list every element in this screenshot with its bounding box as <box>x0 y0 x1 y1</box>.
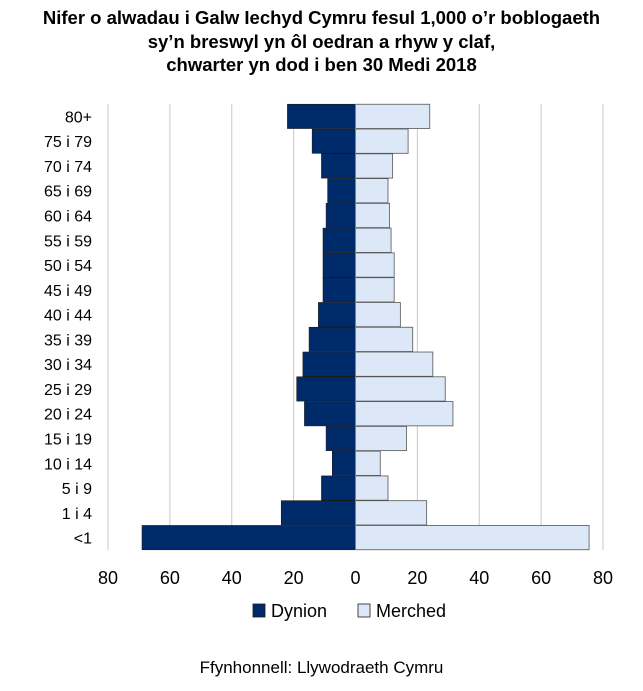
bar-dynion-2 <box>321 153 356 179</box>
category-label: 80+ <box>65 109 92 126</box>
legend-label-dynion: Dynion <box>271 601 327 621</box>
category-label: 55 i 59 <box>44 233 92 250</box>
x-tick-label: 80 <box>98 568 118 588</box>
category-label: 10 i 14 <box>44 456 92 473</box>
category-label: 70 i 74 <box>44 159 92 176</box>
x-tick-label: 40 <box>222 568 242 588</box>
category-label: 75 i 79 <box>44 134 92 151</box>
bar-merched-3 <box>355 178 389 204</box>
x-tick-label: 80 <box>593 568 613 588</box>
bar-merched-10 <box>355 351 434 377</box>
bar-dynion-9 <box>308 326 356 352</box>
legend-swatch-merched <box>357 603 371 618</box>
bar-dynion-7 <box>322 277 356 303</box>
bar-dynion-8 <box>318 302 356 328</box>
category-label: 60 i 64 <box>44 209 92 226</box>
bar-merched-17 <box>355 525 590 551</box>
bar-dynion-3 <box>327 178 356 204</box>
category-label: 15 i 19 <box>44 432 92 449</box>
x-tick-label: 0 <box>350 568 360 588</box>
category-label: 40 i 44 <box>44 308 92 325</box>
bar-merched-12 <box>355 401 454 427</box>
x-tick-label: 20 <box>284 568 304 588</box>
category-label: 5 i 9 <box>62 481 92 498</box>
category-label: 20 i 24 <box>44 407 92 424</box>
bar-merched-14 <box>355 450 381 476</box>
bar-merched-5 <box>355 227 392 253</box>
bar-merched-15 <box>355 475 389 501</box>
category-label: 45 i 49 <box>44 283 92 300</box>
bar-dynion-0 <box>287 103 356 129</box>
legend-swatch-dynion <box>252 603 266 618</box>
bar-dynion-13 <box>325 426 356 451</box>
chart-title-line-1: Nifer o alwadau i Galw Iechyd Cymru fesu… <box>42 7 601 28</box>
x-tick-label: 60 <box>531 568 551 588</box>
bar-merched-4 <box>355 202 390 229</box>
x-tick-label: 20 <box>407 568 427 588</box>
bar-dynion-14 <box>331 450 356 476</box>
bar-dynion-16 <box>280 500 356 526</box>
bar-dynion-5 <box>322 227 356 253</box>
bar-merched-11 <box>355 376 446 402</box>
bar-merched-16 <box>355 500 428 526</box>
bar-merched-8 <box>355 302 401 328</box>
bar-dynion-4 <box>325 203 356 228</box>
bar-dynion-17 <box>141 525 356 551</box>
category-label: 65 i 69 <box>44 184 92 201</box>
bar-dynion-12 <box>304 401 356 427</box>
category-label: 1 i 4 <box>62 506 92 523</box>
chart-title-line-3: chwarter yn dod i ben 30 Medi 2018 <box>166 54 477 75</box>
source-note: Ffynhonnell: Llywodraeth Cymru <box>199 658 444 677</box>
bar-merched-7 <box>355 277 395 303</box>
chart-title-line-2: sy’n breswyl yn ôl oedran a rhyw y claf, <box>147 30 496 52</box>
bar-merched-1 <box>355 128 409 154</box>
category-label: 35 i 39 <box>44 332 92 349</box>
chart-title: Nifer o alwadau i Galw Iechyd Cymru fesu… <box>0 6 643 77</box>
bar-merched-13 <box>355 425 407 452</box>
bar-dynion-15 <box>321 475 356 501</box>
bar-dynion-6 <box>322 252 356 278</box>
category-label: 25 i 29 <box>44 382 92 399</box>
bar-dynion-1 <box>311 128 356 154</box>
bar-merched-0 <box>355 103 431 129</box>
bar-dynion-10 <box>302 351 356 377</box>
category-label: <1 <box>74 531 92 548</box>
x-tick-label: 40 <box>469 568 489 588</box>
bar-merched-9 <box>355 326 414 352</box>
x-tick-label: 60 <box>160 568 180 588</box>
category-label: 30 i 34 <box>44 357 92 374</box>
bar-merched-2 <box>355 153 394 179</box>
bar-dynion-11 <box>296 376 356 402</box>
bar-merched-6 <box>355 252 395 278</box>
legend-label-merched: Merched <box>376 601 446 621</box>
category-label: 50 i 54 <box>44 258 92 275</box>
